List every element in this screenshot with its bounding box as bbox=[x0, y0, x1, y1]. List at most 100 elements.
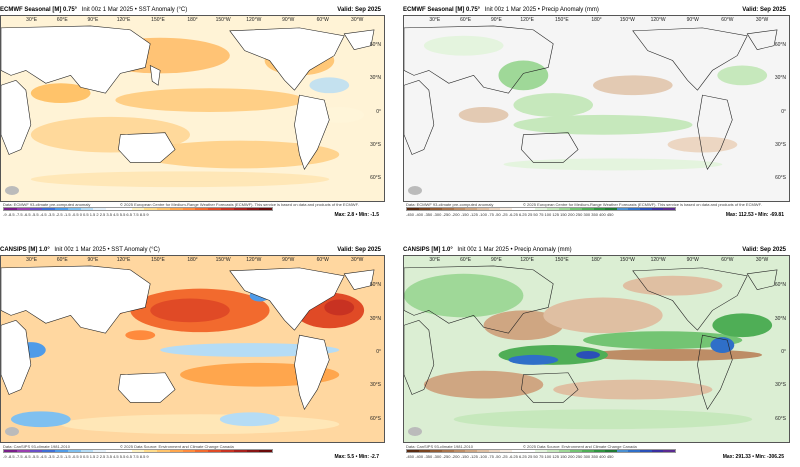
lat-label: 30°N bbox=[774, 75, 786, 82]
panel-subtitle: Init 00z 1 Mar 2025 • Precip Anomaly (mm… bbox=[484, 7, 599, 13]
colorbar-swatch bbox=[195, 450, 209, 452]
colorbar-swatch bbox=[535, 208, 547, 210]
colorbar-swatch bbox=[605, 208, 617, 210]
lon-label: 120°W bbox=[246, 257, 262, 263]
longitude-labels: 30°E 60°E 90°E 120°E 150°E 180° 150°W 12… bbox=[1, 257, 384, 264]
colorbar-swatch bbox=[67, 208, 81, 210]
lat-label: 60°N bbox=[369, 41, 381, 48]
colorbar-labels: -450 -400 -350 -300 -250 -200 -150 -125 … bbox=[406, 212, 614, 217]
colorbar-swatch bbox=[476, 450, 489, 452]
lon-label: 90°E bbox=[87, 17, 99, 23]
colorbar-swatch bbox=[93, 208, 107, 210]
panel-cansips-precip: CANSIPS [M] 1.0° Init 00z 1 Mar 2025 • P… bbox=[403, 245, 790, 463]
lon-label: 120°E bbox=[520, 17, 535, 23]
colorbar-swatch bbox=[523, 208, 536, 210]
colorbar-swatch bbox=[651, 208, 664, 210]
colorbar-swatch bbox=[616, 450, 629, 452]
lat-label: 60°S bbox=[370, 175, 381, 182]
panel-title: ECMWF Seasonal [M] 0.75° Init 00z 1 Mar … bbox=[403, 5, 790, 15]
colorbar-swatch bbox=[16, 208, 30, 210]
longitude-labels: 30°E 60°E 90°E 120°E 150°E 180° 150°W 12… bbox=[404, 257, 789, 264]
colorbar-swatch bbox=[640, 450, 652, 452]
lat-label: 60°N bbox=[369, 282, 381, 289]
colorbar-swatch bbox=[259, 208, 273, 210]
lon-label: 150°E bbox=[555, 257, 569, 263]
colorbar-swatch bbox=[144, 450, 158, 452]
colorbar-swatch bbox=[233, 450, 247, 452]
lon-label: 90°E bbox=[490, 257, 502, 263]
colorbar-swatch bbox=[157, 450, 170, 452]
lon-label: 180° bbox=[187, 257, 198, 263]
colorbar-swatch bbox=[430, 208, 442, 210]
lat-label: 60°N bbox=[774, 282, 786, 289]
colorbar-swatch bbox=[640, 208, 652, 210]
data-credit: Data: CanSIPS 93-climate 1981-2010 bbox=[3, 444, 70, 449]
lon-label: 90°W bbox=[282, 257, 295, 263]
lon-label: 150°W bbox=[619, 257, 635, 263]
map-area: 30°E 60°E 90°E 120°E 150°E 180° 150°W 12… bbox=[403, 255, 790, 443]
colorbar-swatch bbox=[67, 450, 81, 452]
colorbar-swatch bbox=[418, 450, 431, 452]
colorbar-swatch bbox=[131, 450, 145, 452]
colorbar-swatch bbox=[55, 450, 68, 452]
colorbar-swatch bbox=[16, 450, 30, 452]
colorbar-swatch bbox=[511, 450, 524, 452]
valid-date: Valid: Sep 2025 bbox=[742, 7, 786, 13]
lat-label: 60°S bbox=[775, 415, 786, 422]
colorbar-labels: -9 -8.5 -7.5 -6.5 -5.5 -4.5 -3.5 -2.5 -1… bbox=[3, 212, 149, 217]
weatherbell-logo-icon bbox=[408, 186, 422, 195]
lon-label: 90°E bbox=[490, 17, 502, 23]
colorbar-swatch bbox=[546, 450, 559, 452]
lat-label: 60°S bbox=[370, 415, 381, 422]
colorbar-swatch bbox=[131, 208, 145, 210]
colorbar-swatch bbox=[221, 450, 234, 452]
lon-label: 120°E bbox=[520, 257, 535, 263]
colorbar-swatch bbox=[233, 208, 247, 210]
colorbar-swatch bbox=[169, 450, 183, 452]
colorbar-swatch bbox=[4, 208, 17, 210]
lon-label: 150°E bbox=[151, 257, 165, 263]
colorbar-swatch bbox=[169, 208, 183, 210]
precip-colorbar bbox=[406, 207, 676, 211]
colorbar-swatch bbox=[581, 208, 594, 210]
colorbar-swatch bbox=[663, 208, 676, 210]
colorbar-swatch bbox=[259, 450, 273, 452]
lon-label: 30°W bbox=[351, 257, 364, 263]
data-credit: Data: ECMWF 93-climate pre-computed anom… bbox=[3, 202, 91, 207]
colorbar-swatch bbox=[500, 450, 512, 452]
lon-label: 180° bbox=[591, 257, 602, 263]
colorbar-swatch bbox=[157, 208, 170, 210]
colorbar-swatch bbox=[106, 450, 119, 452]
colorbar-swatch bbox=[651, 450, 664, 452]
max-min-readout: Max: 2.8 • Min: -1.5 bbox=[334, 212, 379, 218]
panel-cansips-sst: CANSIPS [M] 1.0° Init 00z 1 Mar 2025 • S… bbox=[0, 245, 385, 463]
lat-label: 0° bbox=[781, 108, 786, 115]
colorbar-swatch bbox=[453, 450, 466, 452]
colorbar-swatch bbox=[93, 450, 107, 452]
longitude-labels: 30°E 60°E 90°E 120°E 150°E 180° 150°W 12… bbox=[404, 17, 789, 24]
lon-label: 30°W bbox=[755, 17, 769, 23]
colorbar-swatch bbox=[593, 208, 606, 210]
colorbar-swatch bbox=[570, 208, 582, 210]
lon-label: 30°W bbox=[351, 17, 364, 23]
lat-label: 30°S bbox=[370, 141, 381, 148]
colorbar-swatch bbox=[246, 450, 260, 452]
colorbar-swatch bbox=[616, 208, 629, 210]
colorbar-swatch bbox=[418, 208, 431, 210]
colorbar-swatch bbox=[29, 450, 43, 452]
lat-label: 0° bbox=[376, 349, 381, 355]
colorbar-swatch bbox=[407, 450, 419, 452]
lon-label: 60°W bbox=[721, 17, 734, 23]
sst-colorbar bbox=[3, 449, 273, 453]
lon-label: 60°E bbox=[56, 17, 68, 23]
panel-title: ECMWF Seasonal [M] 0.75° Init 00z 1 Mar … bbox=[0, 5, 385, 15]
lat-label: 30°S bbox=[370, 382, 381, 389]
colorbar-swatch bbox=[465, 208, 477, 210]
sst-colorbar bbox=[3, 207, 273, 211]
colorbar-swatch bbox=[182, 450, 196, 452]
colorbar-swatch bbox=[55, 208, 68, 210]
lat-label: 0° bbox=[781, 349, 786, 355]
colorbar-swatch bbox=[29, 208, 43, 210]
map-area: 30°E 60°E 90°E 120°E 150°E 180° 150°W 12… bbox=[403, 15, 790, 202]
lon-label: 60°E bbox=[460, 257, 472, 263]
